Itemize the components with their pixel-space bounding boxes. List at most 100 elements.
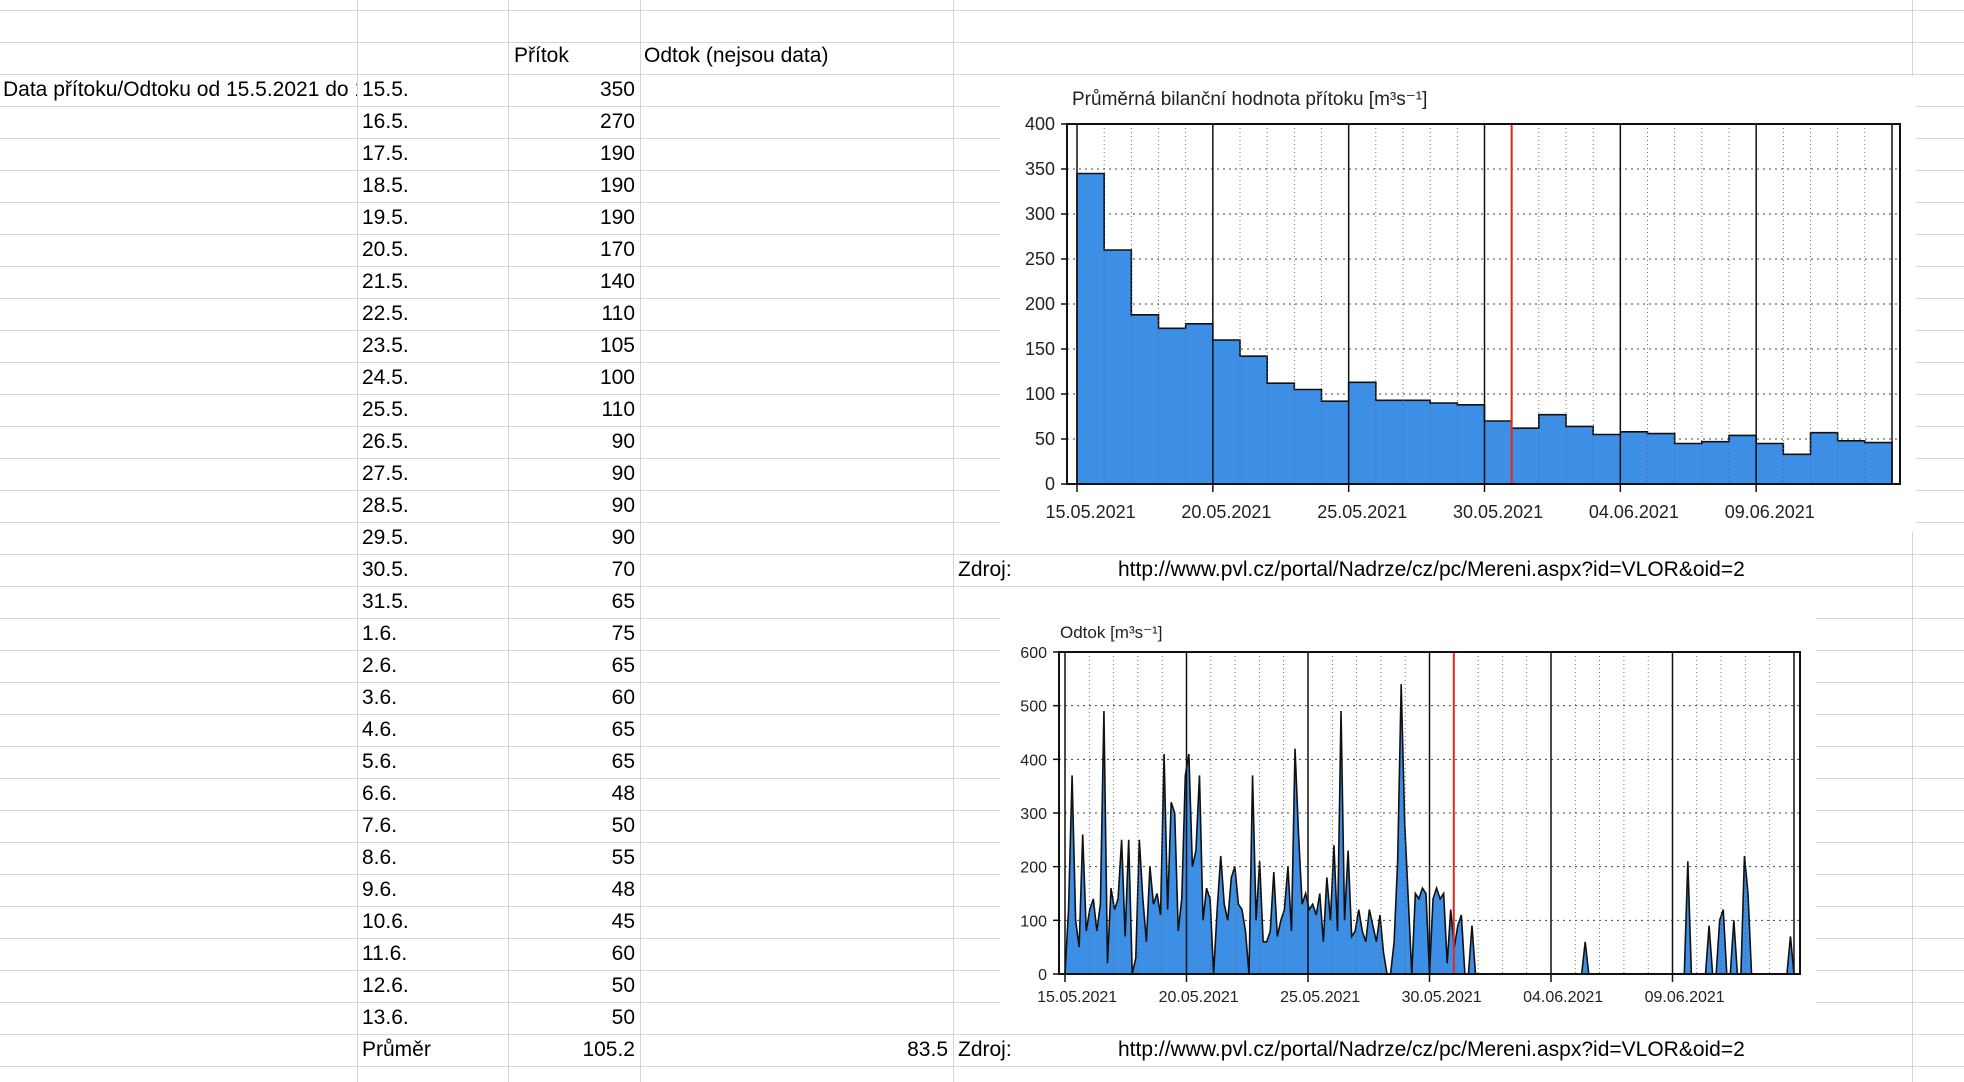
date-cell[interactable]: 27.5. xyxy=(362,462,409,485)
x-tick-label: 04.06.2021 xyxy=(1589,502,1679,522)
x-tick-label: 09.06.2021 xyxy=(1645,989,1725,1006)
date-cell[interactable]: 10.6. xyxy=(362,910,409,933)
inflow-cell[interactable]: 70 xyxy=(611,558,635,581)
inflow-cell[interactable]: 65 xyxy=(611,654,635,677)
inflow-cell[interactable]: 105 xyxy=(599,334,635,357)
inflow-cell[interactable]: 60 xyxy=(611,942,635,965)
inflow-cell[interactable]: 140 xyxy=(599,270,635,293)
date-cell[interactable]: 26.5. xyxy=(362,430,409,453)
date-cell[interactable]: 15.5. xyxy=(362,78,409,101)
date-cell[interactable]: 25.5. xyxy=(362,398,409,421)
source-label-2[interactable]: Zdroj: xyxy=(958,1038,1012,1061)
inflow-cell[interactable]: 170 xyxy=(599,238,635,261)
y-tick-label: 0 xyxy=(1045,474,1055,494)
caption-cell[interactable]: Data přítoku/Odtoku od 15.5.2021 do 13.6… xyxy=(3,78,357,101)
inflow-cell[interactable]: 65 xyxy=(611,718,635,741)
date-cell[interactable]: 8.6. xyxy=(362,846,398,869)
y-tick-label: 500 xyxy=(1020,699,1047,716)
plot-frame xyxy=(1058,651,1801,975)
date-cell[interactable]: 2.6. xyxy=(362,654,398,677)
y-tick-label: 250 xyxy=(1025,249,1055,269)
x-tick-label: 20.05.2021 xyxy=(1181,502,1271,522)
date-cell[interactable]: 12.6. xyxy=(362,974,409,997)
x-tick-label: 04.06.2021 xyxy=(1523,989,1603,1006)
source-url-2[interactable]: http://www.pvl.cz/portal/Nadrze/cz/pc/Me… xyxy=(1118,1038,1745,1061)
y-tick-label: 200 xyxy=(1025,294,1055,314)
inflow-cell[interactable]: 110 xyxy=(601,302,635,325)
inflow-cell[interactable]: 90 xyxy=(611,462,635,485)
inflow-cell[interactable]: 350 xyxy=(599,78,635,101)
inflow-cell[interactable]: 75 xyxy=(611,622,635,645)
y-tick-label: 50 xyxy=(1035,429,1055,449)
y-tick-label: 400 xyxy=(1020,752,1047,769)
avg-inflow[interactable]: 105.2 xyxy=(582,1038,635,1061)
inflow-cell[interactable]: 90 xyxy=(611,494,635,517)
inflow-cell[interactable]: 55 xyxy=(611,846,635,869)
avg-label[interactable]: Průměr xyxy=(362,1038,431,1061)
source-label-1[interactable]: Zdroj: xyxy=(958,558,1012,581)
y-tick-label: 100 xyxy=(1020,913,1047,930)
y-tick-label: 100 xyxy=(1025,384,1055,404)
date-cell[interactable]: 23.5. xyxy=(362,334,409,357)
inflow-chart[interactable]: Průměrná bilanční hodnota přítoku [m³s⁻¹… xyxy=(1000,76,1916,532)
date-cell[interactable]: 20.5. xyxy=(362,238,409,261)
inflow-cell[interactable]: 48 xyxy=(611,782,635,805)
date-cell[interactable]: 4.6. xyxy=(362,718,398,741)
date-cell[interactable]: 11.6. xyxy=(362,942,408,965)
x-tick-label: 30.05.2021 xyxy=(1453,502,1543,522)
y-tick-label: 400 xyxy=(1025,114,1055,134)
date-cell[interactable]: 22.5. xyxy=(362,302,409,325)
x-tick-label: 20.05.2021 xyxy=(1159,989,1239,1006)
date-cell[interactable]: 9.6. xyxy=(362,878,398,901)
date-cell[interactable]: 7.6. xyxy=(362,814,398,837)
inflow-cell[interactable]: 100 xyxy=(599,366,635,389)
y-tick-label: 350 xyxy=(1025,159,1055,179)
outflow-chart[interactable]: Odtok [m³s⁻¹] 0 100 200 300 400 500 600 15.05.2… xyxy=(1000,612,1816,1014)
plot-frame xyxy=(1066,123,1901,485)
inflow-cell[interactable]: 45 xyxy=(611,910,635,933)
date-cell[interactable]: 30.5. xyxy=(362,558,409,581)
source-url-1[interactable]: http://www.pvl.cz/portal/Nadrze/cz/pc/Me… xyxy=(1118,558,1745,581)
inflow-cell[interactable]: 65 xyxy=(611,590,635,613)
date-cell[interactable]: 13.6. xyxy=(362,1006,409,1029)
inflow-cell[interactable]: 190 xyxy=(599,174,635,197)
inflow-cell[interactable]: 190 xyxy=(599,206,635,229)
inflow-cell[interactable]: 270 xyxy=(599,110,635,133)
inflow-cell[interactable]: 190 xyxy=(599,142,635,165)
date-cell[interactable]: 3.6. xyxy=(362,686,398,709)
date-cell[interactable]: 5.6. xyxy=(362,750,398,773)
date-cell[interactable]: 31.5. xyxy=(362,590,409,613)
y-tick-label: 300 xyxy=(1025,204,1055,224)
inflow-cell[interactable]: 90 xyxy=(611,526,635,549)
header-inflow[interactable]: Přítok xyxy=(514,44,569,67)
inflow-cell[interactable]: 90 xyxy=(611,430,635,453)
date-cell[interactable]: 18.5. xyxy=(362,174,409,197)
x-tick-label: 15.05.2021 xyxy=(1046,502,1136,522)
avg-outflow[interactable]: 83.5 xyxy=(907,1038,948,1061)
x-tick-label: 25.05.2021 xyxy=(1280,989,1360,1006)
inflow-cell[interactable]: 50 xyxy=(611,974,635,997)
date-cell[interactable]: 28.5. xyxy=(362,494,409,517)
x-tick-label: 30.05.2021 xyxy=(1402,989,1482,1006)
x-tick-label: 09.06.2021 xyxy=(1725,502,1815,522)
series-area xyxy=(1065,684,1794,974)
inflow-cell[interactable]: 60 xyxy=(611,686,635,709)
header-outflow[interactable]: Odtok (nejsou data) xyxy=(644,44,829,67)
inflow-cell[interactable]: 48 xyxy=(611,878,635,901)
date-cell[interactable]: 21.5. xyxy=(362,270,409,293)
date-cell[interactable]: 6.6. xyxy=(362,782,398,805)
inflow-cell[interactable]: 50 xyxy=(611,814,635,837)
inflow-chart-title: Průměrná bilanční hodnota přítoku [m³s⁻¹… xyxy=(1072,89,1428,110)
y-tick-label: 200 xyxy=(1020,860,1047,877)
date-cell[interactable]: 17.5. xyxy=(362,142,409,165)
y-tick-label: 0 xyxy=(1038,967,1047,984)
date-cell[interactable]: 29.5. xyxy=(362,526,409,549)
date-cell[interactable]: 16.5. xyxy=(362,110,409,133)
date-cell[interactable]: 24.5. xyxy=(362,366,409,389)
outflow-chart-title: Odtok [m³s⁻¹] xyxy=(1060,623,1163,642)
inflow-cell[interactable]: 50 xyxy=(611,1006,635,1029)
inflow-cell[interactable]: 110 xyxy=(601,398,635,421)
inflow-cell[interactable]: 65 xyxy=(611,750,635,773)
date-cell[interactable]: 1.6. xyxy=(362,622,398,645)
date-cell[interactable]: 19.5. xyxy=(362,206,409,229)
